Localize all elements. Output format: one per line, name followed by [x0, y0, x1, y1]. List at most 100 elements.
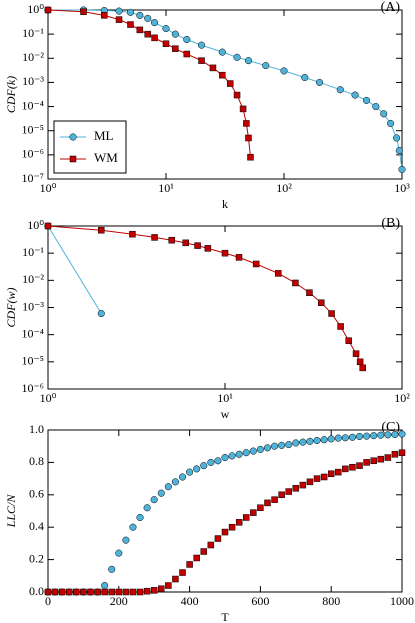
marker	[398, 165, 406, 173]
marker	[221, 453, 229, 462]
marker	[315, 78, 324, 86]
marker	[292, 279, 299, 287]
y-tick-label: 0.2	[29, 551, 44, 565]
marker	[370, 432, 378, 440]
y-tick-label: 10⁻⁵	[21, 354, 44, 368]
marker	[306, 478, 314, 486]
marker	[171, 30, 179, 38]
marker	[393, 134, 401, 142]
marker	[306, 289, 313, 296]
marker	[334, 434, 342, 442]
x-tick-label: 600	[251, 594, 269, 608]
marker	[377, 455, 385, 463]
x-axis-label: w	[221, 407, 230, 421]
marker	[328, 310, 335, 317]
marker	[228, 452, 236, 460]
marker	[256, 445, 264, 453]
y-tick-label: 0.8	[29, 454, 44, 468]
x-axis-label: k	[222, 197, 228, 211]
marker	[101, 12, 108, 19]
marker	[299, 481, 307, 489]
marker	[209, 64, 217, 72]
marker	[94, 588, 101, 596]
marker	[285, 488, 292, 495]
marker	[327, 435, 335, 443]
y-tick-label: 1.0	[29, 422, 44, 436]
marker	[80, 8, 87, 15]
marker	[243, 120, 250, 127]
legend-marker	[69, 155, 77, 163]
marker	[115, 7, 123, 15]
marker	[349, 464, 356, 471]
marker	[313, 475, 321, 482]
x-tick-label: 10³	[394, 181, 410, 195]
marker	[183, 35, 191, 44]
marker	[151, 34, 158, 42]
y-tick-label: 0.6	[29, 487, 44, 501]
marker	[87, 588, 94, 596]
y-tick-label: 10⁻⁶	[21, 147, 44, 161]
panel-label: (B)	[381, 216, 400, 231]
marker	[363, 459, 370, 466]
marker	[65, 588, 73, 596]
y-axis-label: CDF(k)	[4, 76, 18, 113]
marker	[351, 91, 359, 99]
marker	[58, 588, 66, 596]
marker	[235, 450, 243, 458]
y-axis-label: LLC/N	[4, 494, 18, 529]
marker	[278, 491, 285, 499]
marker	[363, 432, 371, 440]
y-tick-label: 0.0	[29, 584, 44, 598]
y-tick-label: 10⁻⁵	[21, 122, 44, 136]
marker	[226, 80, 234, 87]
marker	[370, 457, 377, 465]
marker	[194, 242, 201, 249]
marker	[136, 513, 144, 522]
x-tick-label: 400	[181, 594, 199, 608]
panel-label: (A)	[381, 0, 401, 15]
marker	[239, 105, 247, 113]
marker	[80, 588, 87, 596]
legend-label: ML	[94, 128, 114, 143]
x-tick-label: 10²	[394, 391, 410, 405]
y-tick-label: 10⁰	[27, 2, 44, 16]
marker	[129, 230, 136, 238]
marker	[143, 504, 151, 512]
marker	[342, 465, 349, 473]
marker	[395, 147, 403, 155]
marker	[262, 62, 270, 70]
x-tick-label: 200	[110, 594, 128, 608]
x-tick-label: 0	[45, 594, 51, 608]
y-tick-label: 0.4	[29, 519, 44, 533]
marker	[151, 234, 158, 241]
y-tick-label: 10⁻⁴	[21, 98, 44, 112]
y-tick-label: 10⁻¹	[22, 26, 44, 40]
marker	[136, 26, 144, 34]
x-tick-label: 1000	[390, 594, 414, 608]
marker	[275, 270, 282, 277]
marker	[245, 134, 252, 142]
marker	[101, 581, 109, 590]
marker	[207, 458, 215, 466]
marker	[285, 441, 293, 449]
plot-frame	[47, 429, 403, 593]
marker	[186, 561, 193, 568]
marker	[178, 473, 187, 481]
marker	[377, 431, 385, 439]
marker	[271, 496, 278, 503]
y-axis-label: CDF(w)	[4, 288, 18, 328]
x-tick-label: 10²	[276, 181, 292, 195]
marker	[204, 245, 212, 252]
marker	[136, 11, 144, 19]
marker	[200, 462, 208, 470]
marker	[242, 449, 250, 457]
y-tick-label: 10⁰	[27, 218, 44, 232]
marker	[242, 514, 250, 521]
marker	[198, 57, 205, 64]
marker	[280, 67, 288, 75]
marker	[292, 485, 300, 492]
marker	[193, 554, 200, 562]
x-axis-label: T	[221, 610, 229, 623]
y-tick-label: 10⁻⁴	[21, 326, 44, 340]
